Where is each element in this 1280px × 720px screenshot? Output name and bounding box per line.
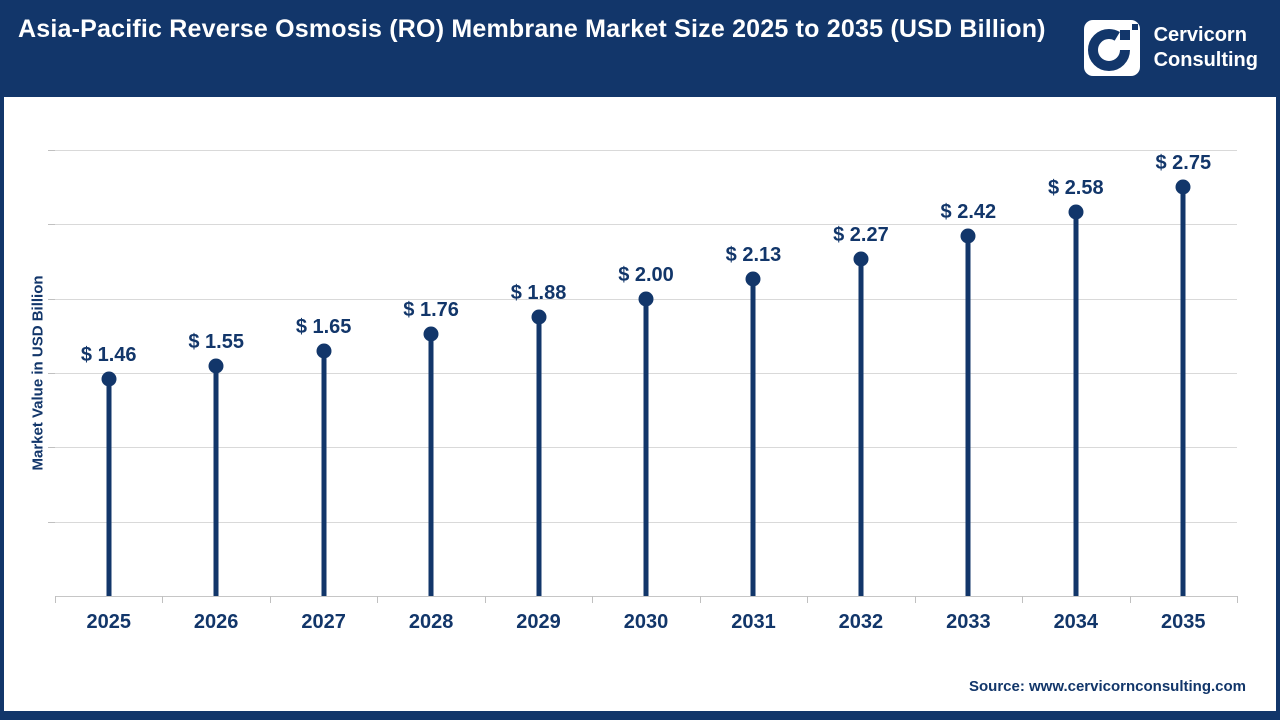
y-axis-tick [48,521,55,523]
data-point [853,251,869,267]
x-axis-tick [162,596,164,603]
x-axis-line [55,596,1237,597]
data-point [316,343,332,359]
x-axis-tick [55,596,56,603]
y-axis-tick [48,373,55,374]
data-point [101,371,117,387]
source-note: Source: www.cervicornconsulting.com [968,678,1246,695]
x-tick-label: 2026 [193,611,239,633]
data-point [960,228,976,244]
stem [321,350,327,596]
stem [428,334,434,596]
logo-mark [1083,20,1140,76]
logo-line1: Cervicorn [1153,24,1247,46]
data-point [531,309,547,324]
stem [1073,212,1079,596]
x-axis-tick [807,596,809,603]
y-axis-tick [48,298,55,300]
gridline [55,224,1237,226]
x-tick-label: 2028 [408,611,454,633]
stem [106,378,112,596]
value-label: $ 2.42 [940,201,997,224]
header-band: Asia-Pacific Reverse Osmosis (RO) Membra… [0,0,1280,97]
cervicorn-c-icon [1087,24,1138,71]
gridline [55,150,1237,151]
stem [213,365,219,596]
left-border [0,97,4,711]
x-axis-tick [269,596,271,603]
value-label: $ 1.88 [510,281,567,304]
x-tick-label: 2032 [838,611,884,633]
value-label: $ 2.00 [618,263,674,286]
logo-wordmark: Cervicorn Consulting [1154,23,1258,73]
x-tick-label: 2033 [946,611,991,633]
logo-line2: Consulting [1153,49,1258,71]
x-axis-tick [1237,596,1238,603]
x-tick-label: 2030 [623,611,669,633]
x-tick-label: 2029 [516,611,561,633]
stem [643,298,649,596]
value-label: $ 1.76 [403,299,459,322]
x-tick-label: 2035 [1161,611,1206,633]
x-axis-tick [914,596,916,603]
stem [858,258,864,596]
data-point [638,291,654,307]
x-tick-label: 2025 [86,611,131,633]
data-point [745,271,761,287]
data-point [1175,179,1191,195]
data-point [208,358,224,374]
y-axis-title: Market Value in USD Billion [29,275,47,471]
value-label: $ 2.58 [1048,177,1104,200]
value-label: $ 1.55 [188,330,244,353]
y-axis-tick [48,224,55,226]
bottom-bar [0,711,1280,720]
x-tick-label: 2034 [1053,611,1099,633]
y-axis-tick [48,150,55,151]
x-tick-label: 2027 [301,611,346,633]
stem [1180,187,1186,596]
page-title: Asia-Pacific Reverse Osmosis (RO) Membra… [18,15,1046,43]
stem [965,236,971,596]
value-label: $ 1.46 [80,343,137,366]
brand-logo: Cervicorn Consulting [1083,20,1258,76]
value-label: $ 1.65 [295,315,352,338]
x-axis-tick [484,596,486,603]
value-label: $ 2.75 [1155,152,1212,175]
value-label: $ 2.13 [725,244,782,267]
stem [750,279,756,596]
stem [536,316,542,596]
x-axis-tick [1129,596,1131,603]
x-tick-label: 2031 [731,611,776,633]
x-axis-tick [1022,596,1024,603]
right-border [1276,97,1280,711]
y-axis-tick [48,447,55,449]
data-point [1068,204,1084,220]
data-point [423,326,439,342]
x-axis-tick [592,596,594,603]
x-axis-tick [377,596,379,603]
x-axis-tick [699,596,701,603]
value-label: $ 2.27 [833,223,889,246]
